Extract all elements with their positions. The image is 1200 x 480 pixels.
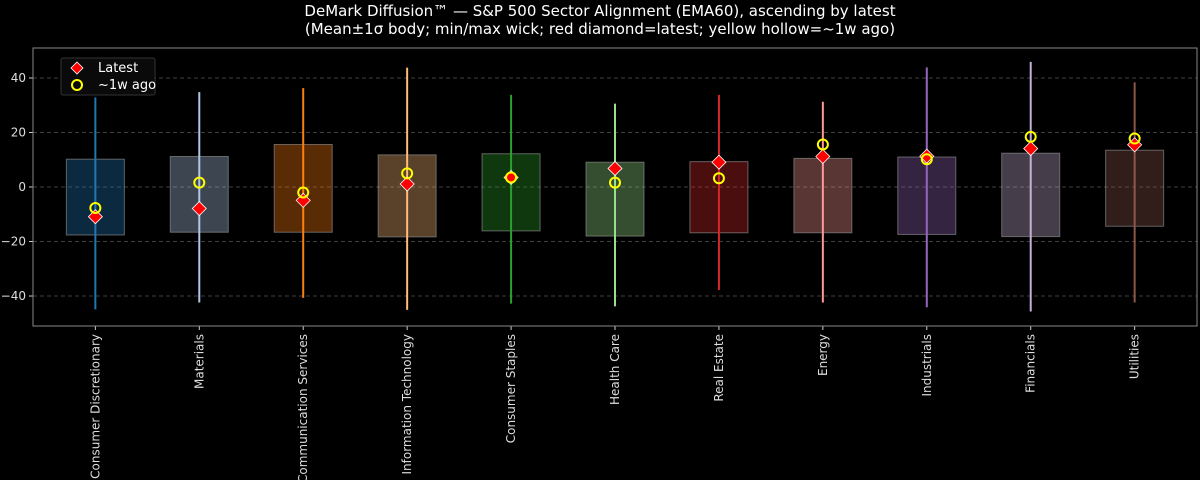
week-ago-circle bbox=[1024, 130, 1037, 143]
sector-group-energy bbox=[793, 101, 853, 303]
sector-group-consumer-discretionary bbox=[65, 97, 125, 310]
week-ago-circle bbox=[401, 167, 414, 180]
y-tick-label: 0 bbox=[18, 180, 26, 194]
x-tick-label: Health Care bbox=[608, 334, 622, 405]
y-tick-label: −40 bbox=[1, 289, 26, 303]
legend-box bbox=[60, 57, 156, 96]
sector-group-health-care bbox=[585, 103, 645, 307]
sector-group-information-technology bbox=[377, 67, 437, 310]
latest-diamond bbox=[399, 176, 415, 192]
legend-latest-diamond-icon bbox=[70, 61, 84, 75]
x-tick-label: Energy bbox=[816, 334, 830, 376]
week-ago-circle bbox=[920, 153, 933, 166]
x-tick-label: Utilities bbox=[1128, 334, 1142, 379]
x-tick-label: Financials bbox=[1024, 334, 1038, 393]
legend-latest-label: Latest bbox=[98, 61, 138, 76]
chart-title-line2: (Mean±1σ body; min/max wick; red diamond… bbox=[305, 20, 895, 38]
sector-group-consumer-staples bbox=[481, 94, 541, 304]
week-ago-circle bbox=[816, 138, 829, 151]
week-ago-circle bbox=[89, 201, 102, 214]
week-ago-circle bbox=[712, 172, 725, 185]
legend-week-ago-label: ~1w ago bbox=[98, 78, 156, 93]
sector-group-financials bbox=[1001, 61, 1061, 312]
y-tick-label: −20 bbox=[1, 235, 26, 249]
week-ago-circle bbox=[193, 176, 206, 189]
week-ago-circle bbox=[609, 176, 621, 189]
legend: Latest ~1w ago bbox=[60, 57, 156, 96]
legend-week-ago-circle-icon bbox=[71, 79, 83, 91]
sector-group-utilities bbox=[1105, 82, 1165, 303]
x-tick-label: Consumer Staples bbox=[504, 334, 518, 443]
latest-diamond bbox=[711, 154, 727, 170]
x-tick-label: Information Technology bbox=[400, 334, 414, 475]
sector-group-communication-services bbox=[273, 88, 333, 298]
plot-frame bbox=[32, 47, 1198, 327]
y-axis: −40 −20 0 20 40 bbox=[1, 71, 33, 303]
sector-group-materials bbox=[169, 92, 229, 303]
week-ago-circle bbox=[297, 186, 310, 199]
latest-diamond bbox=[87, 209, 103, 225]
latest-diamond bbox=[607, 160, 623, 177]
x-tick-label: Consumer Discretionary bbox=[88, 334, 102, 479]
latest-diamond bbox=[815, 148, 831, 165]
week-ago-circle bbox=[505, 171, 518, 184]
y-tick-label: 20 bbox=[11, 125, 26, 139]
latest-diamond bbox=[1023, 141, 1039, 157]
x-tick-label: Industrials bbox=[920, 334, 934, 397]
sector-group-real-estate bbox=[689, 94, 749, 291]
x-tick-label: Real Estate bbox=[712, 334, 726, 402]
x-tick-label: Communication Services bbox=[296, 334, 310, 480]
week-ago-circle bbox=[1128, 132, 1141, 145]
plot-marks bbox=[65, 61, 1165, 312]
x-tick-label: Materials bbox=[192, 334, 206, 389]
y-tick-label: 40 bbox=[11, 71, 26, 85]
chart-title-line1: DeMark Diffusion™ — S&P 500 Sector Align… bbox=[304, 2, 895, 20]
latest-diamond bbox=[191, 200, 207, 217]
x-axis: Consumer Discretionary Materials Communica… bbox=[88, 326, 1142, 480]
sector-group-industrials bbox=[897, 67, 957, 308]
